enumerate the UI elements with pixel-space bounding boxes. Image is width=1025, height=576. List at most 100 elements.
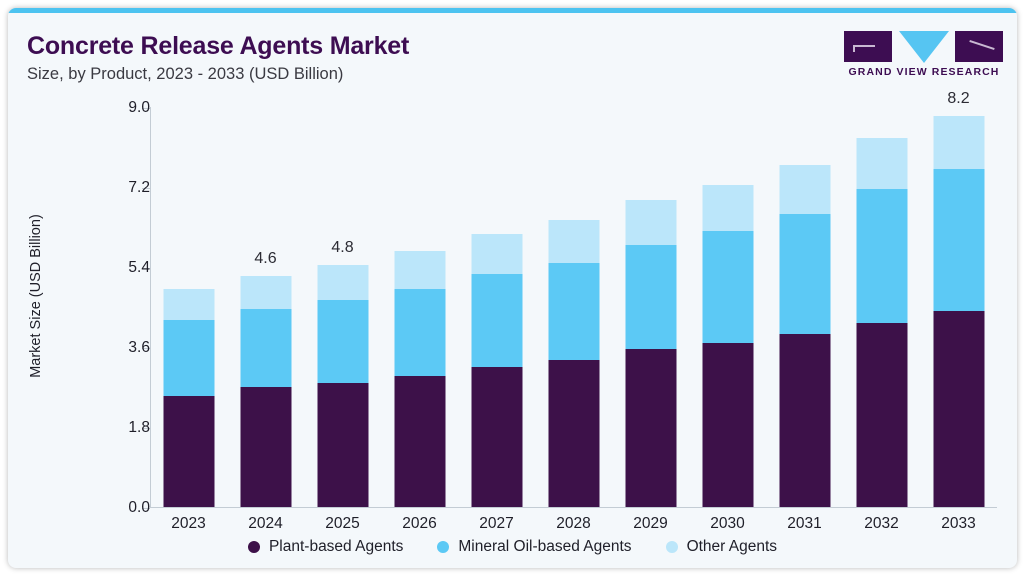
legend-item[interactable]: Other Agents xyxy=(665,538,777,556)
x-axis-tick-label: 2028 xyxy=(556,515,591,532)
bar-group[interactable]: 2027 xyxy=(458,107,535,532)
stacked-bar[interactable] xyxy=(702,184,753,507)
logo-wordmark: GRAND VIEW RESEARCH xyxy=(848,66,1000,78)
bar-segment[interactable] xyxy=(317,382,368,507)
legend-label: Plant-based Agents xyxy=(268,538,404,555)
stacked-bar[interactable] xyxy=(548,220,599,507)
y-axis-tick-label: 5.4 xyxy=(128,259,150,276)
bar-group[interactable]: 2031 xyxy=(766,107,843,532)
bar-value-label: 8.2 xyxy=(947,89,970,107)
bar-segment[interactable] xyxy=(702,231,753,343)
bar-segment[interactable] xyxy=(317,300,368,383)
bar-segment[interactable] xyxy=(163,395,214,507)
x-axis-tick-label: 2027 xyxy=(479,515,514,532)
stacked-bar[interactable] xyxy=(394,251,445,507)
logo-left-tick-icon xyxy=(853,45,855,52)
bar-segment[interactable] xyxy=(933,169,984,312)
bar-group[interactable]: 2028 xyxy=(535,107,612,532)
bar-group[interactable]: 4.6 2024 xyxy=(227,107,304,532)
bar-group[interactable]: 2030 xyxy=(689,107,766,532)
y-axis-label: Market Size (USD Billion) xyxy=(28,214,44,378)
y-axis-tick-label: 7.2 xyxy=(128,179,150,196)
bar-segment[interactable] xyxy=(548,220,599,263)
bar-group[interactable]: 2026 xyxy=(381,107,458,532)
bar-segment[interactable] xyxy=(625,200,676,245)
bar-segment[interactable] xyxy=(856,322,907,507)
bar-segment[interactable] xyxy=(933,115,984,170)
y-axis-tick-label: 1.8 xyxy=(128,419,150,436)
stacked-bar[interactable] xyxy=(317,264,368,507)
chart-card: Concrete Release Agents Market Size, by … xyxy=(8,8,1017,568)
stacked-bar[interactable] xyxy=(163,289,214,507)
bar-segment[interactable] xyxy=(779,164,830,214)
stacked-bar[interactable] xyxy=(779,164,830,507)
logo-right-slash-icon xyxy=(969,40,995,50)
bar-segment[interactable] xyxy=(548,360,599,507)
bar-segment[interactable] xyxy=(240,275,291,310)
chart-legend: Plant-based Agents Mineral Oil-based Agen… xyxy=(8,538,1017,556)
bar-segment[interactable] xyxy=(779,213,830,334)
legend-color-dot xyxy=(437,541,450,553)
legend-item[interactable]: Plant-based Agents xyxy=(247,538,404,556)
bar-group[interactable]: 2023 xyxy=(150,107,227,532)
stacked-bar[interactable] xyxy=(240,275,291,507)
logo-rect-right-icon xyxy=(955,31,1003,62)
bar-series-container: 2023 4.6 2024 4.8 2025 2026 2027 2028 2029 2030 20… xyxy=(150,90,997,532)
x-axis-tick-label: 2031 xyxy=(787,515,822,532)
bar-segment[interactable] xyxy=(471,233,522,274)
bar-segment[interactable] xyxy=(702,342,753,507)
bar-segment[interactable] xyxy=(625,244,676,350)
y-axis-tick-mark xyxy=(142,268,150,269)
bar-segment[interactable] xyxy=(933,311,984,507)
bar-segment[interactable] xyxy=(779,333,830,507)
bar-segment[interactable] xyxy=(240,309,291,387)
x-axis-tick-label: 2026 xyxy=(402,515,437,532)
bar-segment[interactable] xyxy=(856,189,907,323)
x-axis-tick-label: 2024 xyxy=(248,515,283,532)
bar-value-label: 4.6 xyxy=(254,249,277,267)
stacked-bar[interactable] xyxy=(625,200,676,507)
page-title: Concrete Release Agents Market xyxy=(27,32,410,60)
x-axis-tick-label: 2023 xyxy=(171,515,206,532)
chart-plot-area: Market Size (USD Billion) 0.0 1.8 3.6 5.4 7.… xyxy=(8,90,1017,568)
legend-color-dot xyxy=(665,541,678,553)
bar-segment[interactable] xyxy=(240,387,291,507)
logo-rect-left-icon xyxy=(844,31,892,62)
bar-group[interactable]: 2029 xyxy=(612,107,689,532)
y-axis-tick-mark xyxy=(142,108,150,109)
legend-label: Mineral Oil-based Agents xyxy=(458,538,632,555)
bar-segment[interactable] xyxy=(625,349,676,507)
page-subtitle: Size, by Product, 2023 - 2033 (USD Billi… xyxy=(27,65,344,83)
bar-segment[interactable] xyxy=(163,289,214,321)
bar-value-label: 4.8 xyxy=(331,238,354,256)
bar-group[interactable]: 4.8 2025 xyxy=(304,107,381,532)
stacked-bar[interactable] xyxy=(933,115,984,507)
x-axis-tick-label: 2025 xyxy=(325,515,360,532)
chart-header: Concrete Release Agents Market Size, by … xyxy=(8,13,1017,93)
y-axis-tick-label: 3.6 xyxy=(128,339,150,356)
bar-segment[interactable] xyxy=(394,289,445,376)
bar-segment[interactable] xyxy=(394,251,445,290)
x-axis-tick-label: 2033 xyxy=(941,515,976,532)
bar-segment[interactable] xyxy=(394,375,445,507)
bar-segment[interactable] xyxy=(548,262,599,361)
stacked-bar[interactable] xyxy=(856,138,907,507)
stacked-bar[interactable] xyxy=(471,233,522,507)
bar-segment[interactable] xyxy=(317,264,368,301)
bar-segment[interactable] xyxy=(471,273,522,367)
bar-segment[interactable] xyxy=(856,138,907,190)
y-axis-tick-label: 9.0 xyxy=(128,99,150,116)
x-axis-tick-label: 2029 xyxy=(633,515,668,532)
y-axis-tick-mark xyxy=(142,188,150,189)
legend-item[interactable]: Mineral Oil-based Agents xyxy=(437,538,632,556)
bar-segment[interactable] xyxy=(702,184,753,232)
logo-marks xyxy=(844,31,1004,63)
grand-view-research-logo: GRAND VIEW RESEARCH xyxy=(844,31,1004,83)
y-axis-tick-mark xyxy=(142,428,150,429)
bar-segment[interactable] xyxy=(471,367,522,507)
logo-triangle-icon xyxy=(899,31,949,63)
bar-group[interactable]: 2032 xyxy=(843,107,920,532)
bar-group[interactable]: 8.2 2033 xyxy=(920,90,997,532)
bar-segment[interactable] xyxy=(163,320,214,396)
chart-axes: 0.0 1.8 3.6 5.4 7.2 9.0 2023 4.6 2024 4.8 2025 202… xyxy=(128,90,997,532)
